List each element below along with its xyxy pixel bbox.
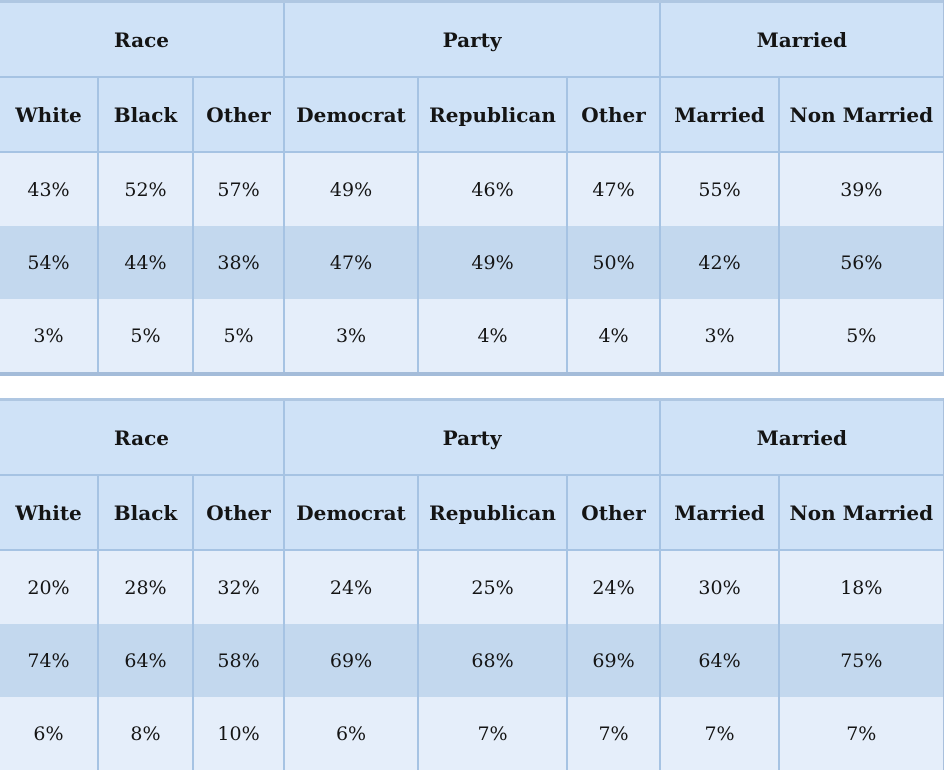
data-cell: 56% <box>779 226 944 299</box>
data-cell: 47% <box>567 152 662 226</box>
group-header-cell-married: Married <box>660 1 944 78</box>
column-header-cell: Other <box>193 475 286 551</box>
column-header-cell: Republican <box>418 77 569 153</box>
data-cell: 38% <box>193 226 286 299</box>
column-header-cell: White <box>0 77 99 153</box>
data-cell: 50% <box>567 226 662 299</box>
table-gap <box>0 376 944 398</box>
demographics-table-upper: Race Party Married White Black Other Democrat R… <box>0 0 944 376</box>
table-row: 54% 44% 38% 47% 49% 50% 42% 56% <box>0 226 944 299</box>
data-cell: 4% <box>567 299 662 374</box>
data-cell: 68% <box>418 624 569 697</box>
column-header-cell: Republican <box>418 475 569 551</box>
data-cell: 6% <box>0 697 99 770</box>
data-cell: 49% <box>284 152 420 226</box>
data-cell: 5% <box>98 299 194 374</box>
column-header-row: White Black Other Democrat Republican Other Ma… <box>0 77 944 153</box>
column-header-cell: Other <box>567 77 662 153</box>
data-cell: 54% <box>0 226 99 299</box>
column-header-cell: Non Married <box>779 475 944 551</box>
data-cell: 75% <box>779 624 944 697</box>
table-row: 20% 28% 32% 24% 25% 24% 30% 18% <box>0 550 944 624</box>
data-cell: 7% <box>418 697 569 770</box>
group-header-row: Race Party Married <box>0 1 944 78</box>
data-cell: 5% <box>193 299 286 374</box>
data-cell: 64% <box>98 624 194 697</box>
data-cell: 24% <box>567 550 662 624</box>
data-cell: 7% <box>660 697 781 770</box>
group-header-cell-party: Party <box>284 399 662 476</box>
table-row: 6% 8% 10% 6% 7% 7% 7% 7% <box>0 697 944 770</box>
data-cell: 39% <box>779 152 944 226</box>
data-cell: 32% <box>193 550 286 624</box>
data-cell: 69% <box>284 624 420 697</box>
data-cell: 44% <box>98 226 194 299</box>
column-header-cell: Democrat <box>284 475 420 551</box>
data-cell: 4% <box>418 299 569 374</box>
data-cell: 18% <box>779 550 944 624</box>
group-header-cell-married: Married <box>660 399 944 476</box>
data-cell: 3% <box>284 299 420 374</box>
column-header-cell: Non Married <box>779 77 944 153</box>
column-header-cell: Other <box>567 475 662 551</box>
data-cell: 64% <box>660 624 781 697</box>
column-header-cell: Democrat <box>284 77 420 153</box>
data-cell: 24% <box>284 550 420 624</box>
group-header-cell-race: Race <box>0 1 286 78</box>
demographics-table-lower: Race Party Married White Black Other Democrat R… <box>0 398 944 770</box>
data-cell: 10% <box>193 697 286 770</box>
data-cell: 7% <box>567 697 662 770</box>
data-cell: 57% <box>193 152 286 226</box>
data-cell: 3% <box>660 299 781 374</box>
data-cell: 25% <box>418 550 569 624</box>
column-header-cell: Black <box>98 77 194 153</box>
column-header-cell: Black <box>98 475 194 551</box>
data-cell: 49% <box>418 226 569 299</box>
data-cell: 55% <box>660 152 781 226</box>
column-header-cell: Other <box>193 77 286 153</box>
data-cell: 69% <box>567 624 662 697</box>
group-header-cell-race: Race <box>0 399 286 476</box>
data-cell: 43% <box>0 152 99 226</box>
table-row: 74% 64% 58% 69% 68% 69% 64% 75% <box>0 624 944 697</box>
data-cell: 58% <box>193 624 286 697</box>
column-header-cell: Married <box>660 77 781 153</box>
data-cell: 46% <box>418 152 569 226</box>
data-cell: 6% <box>284 697 420 770</box>
table-row: 3% 5% 5% 3% 4% 4% 3% 5% <box>0 299 944 374</box>
data-cell: 28% <box>98 550 194 624</box>
data-cell: 52% <box>98 152 194 226</box>
data-cell: 3% <box>0 299 99 374</box>
data-cell: 7% <box>779 697 944 770</box>
table-row: 43% 52% 57% 49% 46% 47% 55% 39% <box>0 152 944 226</box>
data-cell: 74% <box>0 624 99 697</box>
group-header-row: Race Party Married <box>0 399 944 476</box>
data-cell: 8% <box>98 697 194 770</box>
data-cell: 42% <box>660 226 781 299</box>
data-cell: 20% <box>0 550 99 624</box>
column-header-row: White Black Other Democrat Republican Other Ma… <box>0 475 944 551</box>
data-cell: 47% <box>284 226 420 299</box>
data-cell: 30% <box>660 550 781 624</box>
column-header-cell: White <box>0 475 99 551</box>
data-cell: 5% <box>779 299 944 374</box>
column-header-cell: Married <box>660 475 781 551</box>
group-header-cell-party: Party <box>284 1 662 78</box>
